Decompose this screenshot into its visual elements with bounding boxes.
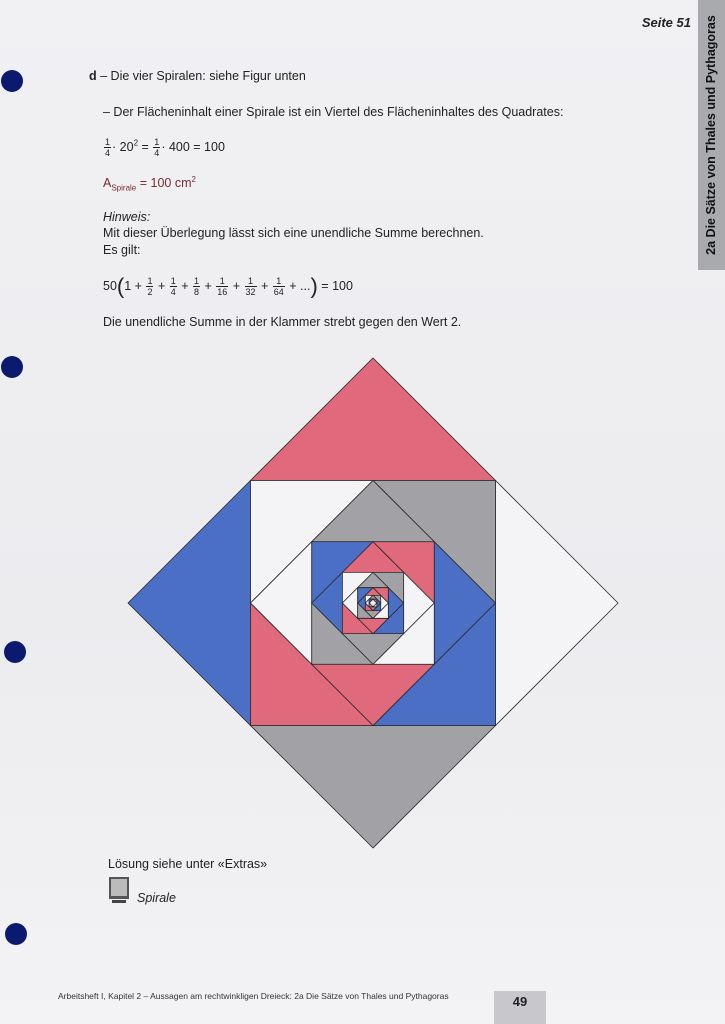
- spiral-triangle: [249, 725, 497, 849]
- hint-line-1: Mit dieser Überlegung lässt sich eine un…: [103, 226, 484, 240]
- area-calculation: 1 4 · 202 = 1 4 · 400 = 100: [104, 137, 225, 158]
- area-statement: – Der Flächeninhalt einer Spirale ist ei…: [103, 105, 564, 119]
- spiral-area-result: ASpirale = 100 cm2: [103, 175, 196, 193]
- chapter-tab: [698, 0, 725, 270]
- series-term: 1 16: [216, 276, 229, 297]
- punch-hole: [5, 923, 27, 945]
- solution-note: Lösung siehe unter «Extras»: [108, 857, 268, 871]
- spiral-triangle: [368, 598, 374, 604]
- spiral-link[interactable]: Spirale: [137, 891, 176, 905]
- footer-text: Arbeitsheft I, Kapitel 2 – Aussagen am r…: [58, 991, 449, 1001]
- spiral-triangle: [249, 357, 497, 481]
- spiral-triangle: [372, 602, 378, 608]
- punch-hole: [4, 641, 26, 663]
- spiral-triangle: [372, 598, 378, 604]
- section-letter: d: [89, 69, 97, 83]
- punch-hole: [1, 356, 23, 378]
- computer-icon[interactable]: [108, 876, 130, 904]
- section-heading-text: – Die vier Spiralen: siehe Figur unten: [100, 69, 306, 83]
- conclusion: Die unendliche Summe in der Klammer stre…: [103, 315, 462, 329]
- hint-title: Hinweis:: [103, 210, 151, 224]
- footer-page-number: 49: [494, 991, 546, 1024]
- page-reference: Seite 51: [641, 15, 691, 30]
- spiral-triangle: [127, 479, 251, 727]
- section-heading: d – Die vier Spiralen: siehe Figur unten: [89, 69, 306, 83]
- series-term: 1 64: [272, 276, 285, 297]
- hint-line-2: Es gilt:: [103, 243, 141, 257]
- punch-hole: [1, 70, 23, 92]
- spiral-triangle: [495, 479, 619, 727]
- spiral-triangle: [368, 602, 374, 608]
- series-term: 1 32: [244, 276, 257, 297]
